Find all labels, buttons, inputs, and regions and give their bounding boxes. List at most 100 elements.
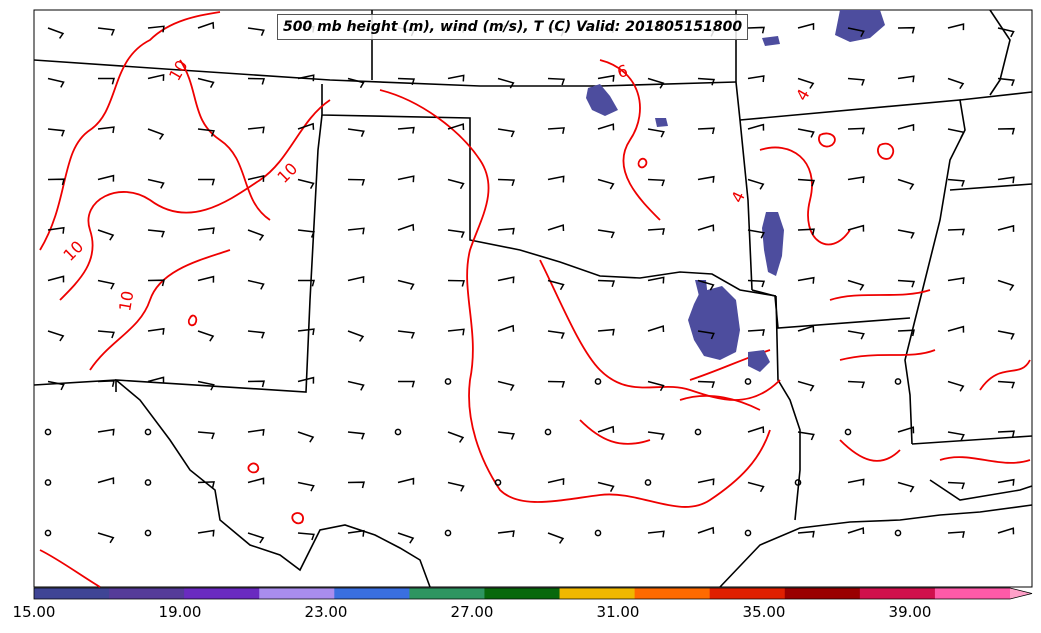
wind-barb: [647, 276, 665, 284]
wind-barb: [297, 431, 315, 443]
wind-barb: [347, 529, 365, 537]
wind-barb: [947, 380, 965, 392]
wind-barb: [797, 128, 815, 138]
wind-barb: [847, 176, 865, 184]
wind-barb: [497, 530, 515, 538]
colorbar-segment: [934, 588, 1011, 599]
wind-barb: [197, 431, 215, 440]
colorbar-outline: [33, 587, 1033, 600]
wind-barb: [97, 279, 115, 290]
wind-barb: [147, 327, 165, 335]
wind-barb: [447, 74, 465, 82]
wind-barb: [497, 431, 515, 440]
calm-wind-circle: [444, 378, 452, 385]
wind-barb: [797, 431, 815, 441]
wind-barb: [697, 175, 715, 183]
wind-barb: [997, 380, 1016, 389]
calm-wind-circle: [594, 529, 602, 537]
colorbar-segment: [634, 588, 711, 599]
wind-barb: [897, 426, 915, 434]
wind-barb: [147, 279, 165, 287]
wind-barb: [947, 228, 965, 236]
wind-barb: [197, 330, 215, 342]
calm-wind-circle: [144, 428, 152, 436]
wind-barb: [447, 229, 465, 238]
wind-barb: [997, 27, 1015, 38]
wind-barb: [747, 75, 765, 83]
wind-barb: [847, 380, 866, 389]
wind-barb: [147, 73, 165, 81]
wind-barbs: [44, 21, 1016, 544]
wind-barb: [947, 431, 965, 441]
wind-barb: [547, 77, 566, 86]
wind-barb: [647, 228, 665, 235]
wind-barb: [647, 530, 665, 538]
calm-wind-circle: [144, 529, 152, 537]
colorbar-segment: [784, 588, 861, 599]
wind-barb: [147, 229, 165, 238]
wind-barb: [897, 178, 915, 190]
wind-barb: [297, 376, 315, 384]
wind-barb: [497, 276, 515, 284]
wind-barb: [497, 77, 515, 89]
wind-barb: [997, 77, 1015, 87]
wind-barb: [597, 425, 615, 433]
colorbar-extend-arrow: [1010, 588, 1032, 599]
contour-label: 6: [615, 61, 630, 82]
wind-barb: [197, 481, 215, 488]
wind-barb: [397, 175, 415, 183]
wind-barb: [497, 178, 516, 187]
temperature-contours: [39, 11, 1031, 588]
wind-barb: [497, 128, 515, 138]
wind-barb: [347, 380, 365, 391]
wind-barb: [747, 279, 766, 288]
wind-barb: [397, 477, 415, 485]
wind-barb: [47, 275, 65, 283]
colorbar-segment: [709, 588, 786, 599]
wind-barb: [647, 431, 665, 440]
wind-barb: [947, 531, 965, 538]
wind-barb: [647, 325, 665, 333]
wind-barb: [747, 426, 765, 434]
wind-barb: [597, 229, 615, 239]
calm-wind-circle: [894, 378, 902, 385]
calm-wind-circle: [744, 529, 752, 537]
wind-barb: [247, 229, 265, 241]
wind-barb: [98, 77, 115, 85]
wind-barb: [597, 481, 615, 492]
wind-barb: [247, 380, 265, 388]
contour-labels: 10 10 10 10 6 4 4: [59, 57, 813, 313]
wind-barb: [247, 532, 265, 544]
wind-barb: [297, 481, 315, 492]
wind-barb: [147, 178, 165, 189]
wind-barb: [897, 481, 915, 493]
wind-barb: [697, 380, 716, 389]
wind-barb: [547, 330, 565, 339]
calm-wind-circle: [694, 428, 702, 436]
wind-barb: [347, 431, 365, 440]
wind-barb: [347, 227, 365, 235]
wind-barb: [147, 128, 165, 140]
wind-barb: [447, 481, 465, 492]
wind-barb: [647, 380, 665, 392]
wind-barb: [147, 25, 165, 33]
wind-barb: [847, 527, 865, 535]
wind-barb: [447, 328, 465, 336]
wind-barb: [797, 228, 815, 236]
wind-barb: [247, 279, 265, 290]
wind-barb: [997, 330, 1015, 340]
wind-barb: [197, 128, 215, 137]
wind-barb: [397, 223, 415, 231]
calm-wind-circle: [494, 479, 502, 486]
wind-barb: [97, 532, 115, 544]
wind-barb: [247, 27, 265, 36]
colorbar-tick-label: 27.00: [450, 603, 494, 621]
wind-barb: [847, 127, 865, 135]
wind-barb: [297, 74, 315, 82]
colorbar-segment: [859, 588, 936, 599]
wind-barb: [97, 229, 115, 241]
wind-barb: [797, 22, 815, 30]
wind-barb: [797, 178, 816, 187]
colorbar-tick-label: 15.00: [12, 603, 56, 621]
calm-wind-circle: [744, 378, 752, 385]
